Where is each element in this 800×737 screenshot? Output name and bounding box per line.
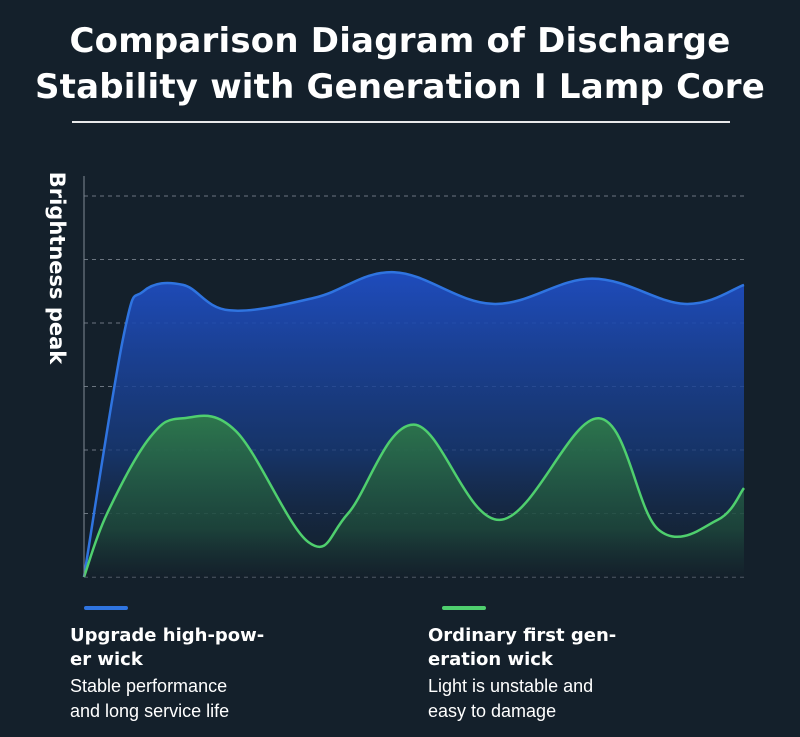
legend-item-upgrade: Upgrade high-pow- er wick Stable perform… — [70, 606, 370, 724]
chart-title: Comparison Diagram of Discharge Stabilit… — [0, 18, 800, 110]
title-line-2: Stability with Generation I Lamp Core — [34, 67, 766, 107]
legend-item-ordinary: Ordinary first gen- eration wick Light i… — [428, 606, 728, 724]
legend-desc-upgrade: Stable performance and long service life — [70, 676, 230, 721]
y-axis-label: Brightness peak — [45, 171, 69, 365]
legend-label-upgrade: Upgrade high-pow- er wick — [70, 625, 265, 670]
series-area-ordinary — [84, 415, 744, 577]
legend-swatch-upgrade — [84, 606, 128, 610]
legend-swatch-ordinary — [442, 606, 486, 610]
title-line-1: Comparison Diagram of Discharge — [69, 21, 731, 61]
title-divider — [72, 121, 730, 123]
legend-label-ordinary: Ordinary first gen- eration wick — [428, 625, 617, 670]
legend-desc-ordinary: Light is unstable and easy to damage — [428, 676, 594, 721]
series-line-upgrade — [82, 270, 745, 578]
series-line-ordinary — [82, 414, 746, 578]
